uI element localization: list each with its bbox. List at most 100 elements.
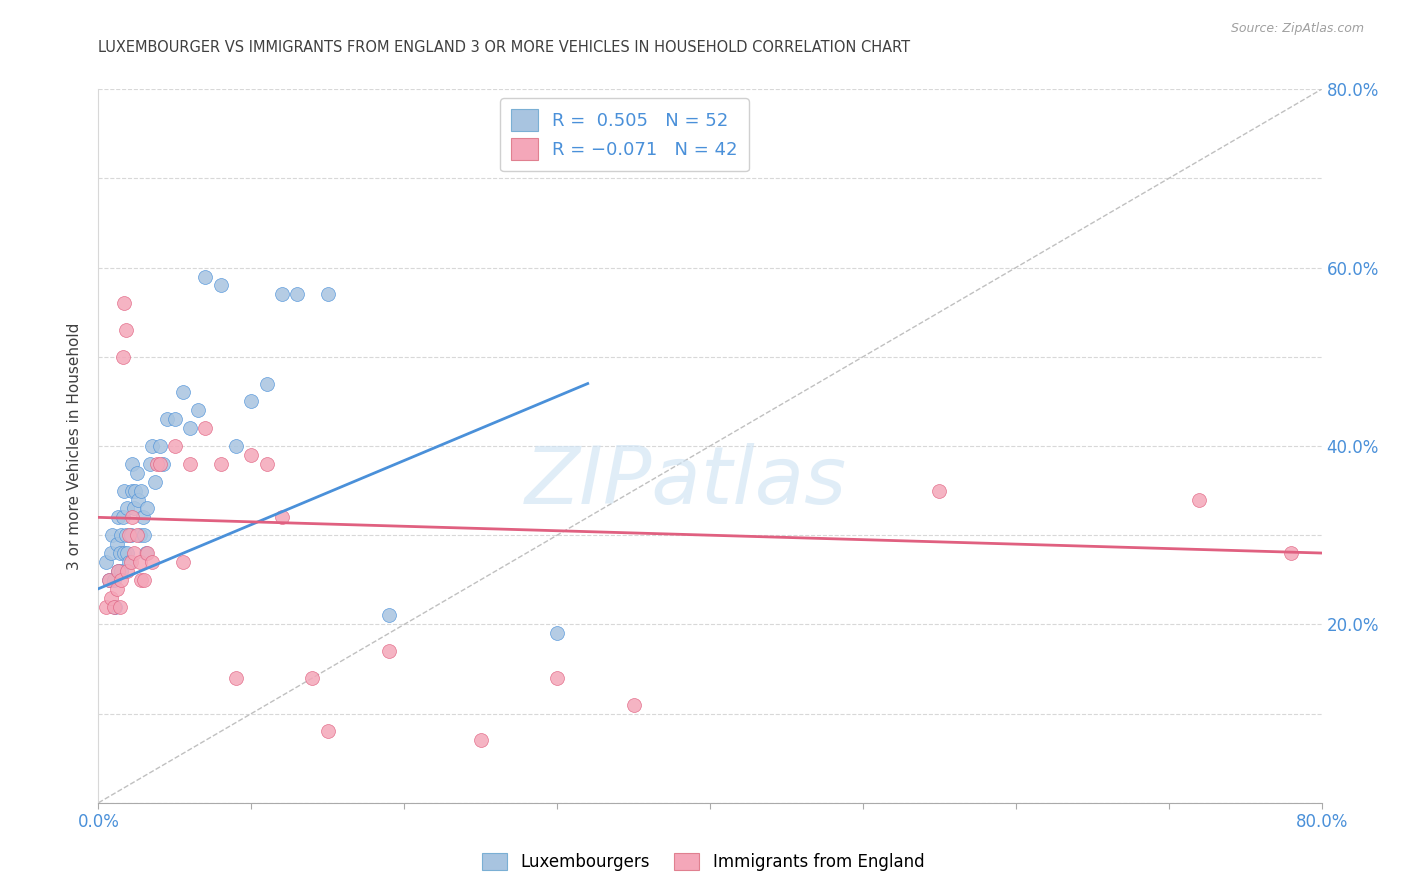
- Point: [928, 483, 950, 498]
- Point: [623, 698, 645, 712]
- Y-axis label: 3 or more Vehicles in Household: 3 or more Vehicles in Household: [67, 322, 83, 570]
- Point: [125, 528, 148, 542]
- Point: [143, 475, 166, 489]
- Legend: R =  0.505   N = 52, R = −0.071   N = 42: R = 0.505 N = 52, R = −0.071 N = 42: [501, 98, 749, 171]
- Point: [117, 501, 139, 516]
- Point: [378, 644, 401, 658]
- Point: [103, 599, 125, 614]
- Text: Source: ZipAtlas.com: Source: ZipAtlas.com: [1230, 22, 1364, 36]
- Point: [187, 403, 209, 417]
- Point: [94, 555, 117, 569]
- Point: [112, 546, 135, 560]
- Point: [470, 733, 492, 747]
- Point: [240, 394, 263, 409]
- Point: [120, 528, 142, 542]
- Point: [127, 492, 149, 507]
- Point: [105, 537, 128, 551]
- Point: [256, 457, 278, 471]
- Text: ZIPatlas: ZIPatlas: [524, 442, 846, 521]
- Point: [134, 573, 156, 587]
- Point: [256, 376, 278, 391]
- Point: [546, 671, 568, 685]
- Point: [115, 323, 138, 337]
- Point: [103, 573, 125, 587]
- Point: [316, 724, 339, 739]
- Point: [145, 457, 167, 471]
- Point: [112, 296, 135, 310]
- Point: [378, 608, 401, 623]
- Point: [132, 510, 155, 524]
- Point: [179, 421, 201, 435]
- Point: [194, 269, 217, 284]
- Point: [135, 546, 157, 560]
- Point: [111, 350, 134, 364]
- Point: [117, 546, 139, 560]
- Point: [129, 573, 152, 587]
- Point: [110, 564, 132, 578]
- Point: [225, 439, 247, 453]
- Point: [110, 528, 132, 542]
- Point: [546, 626, 568, 640]
- Point: [108, 546, 131, 560]
- Legend: Luxembourgers, Immigrants from England: Luxembourgers, Immigrants from England: [474, 845, 932, 880]
- Point: [225, 671, 247, 685]
- Point: [128, 555, 150, 569]
- Point: [121, 483, 143, 498]
- Point: [163, 412, 186, 426]
- Point: [240, 448, 263, 462]
- Point: [111, 510, 134, 524]
- Point: [120, 555, 142, 569]
- Point: [122, 501, 145, 516]
- Point: [301, 671, 323, 685]
- Point: [172, 555, 194, 569]
- Point: [98, 573, 121, 587]
- Point: [172, 385, 194, 400]
- Point: [285, 287, 308, 301]
- Point: [134, 528, 156, 542]
- Point: [149, 439, 172, 453]
- Point: [209, 457, 232, 471]
- Point: [136, 501, 159, 516]
- Point: [105, 582, 128, 596]
- Point: [108, 599, 131, 614]
- Point: [112, 483, 135, 498]
- Point: [194, 421, 217, 435]
- Point: [121, 510, 143, 524]
- Point: [163, 439, 186, 453]
- Point: [100, 591, 122, 605]
- Point: [128, 528, 150, 542]
- Point: [156, 412, 179, 426]
- Point: [101, 528, 124, 542]
- Point: [209, 278, 232, 293]
- Point: [117, 564, 139, 578]
- Point: [94, 599, 117, 614]
- Point: [152, 457, 174, 471]
- Point: [115, 528, 138, 542]
- Point: [118, 528, 141, 542]
- Point: [129, 483, 152, 498]
- Point: [270, 287, 292, 301]
- Point: [107, 564, 129, 578]
- Text: LUXEMBOURGER VS IMMIGRANTS FROM ENGLAND 3 OR MORE VEHICLES IN HOUSEHOLD CORRELAT: LUXEMBOURGER VS IMMIGRANTS FROM ENGLAND …: [98, 40, 911, 55]
- Point: [121, 457, 143, 471]
- Point: [104, 599, 127, 614]
- Point: [1279, 546, 1302, 560]
- Point: [136, 546, 159, 560]
- Point: [107, 564, 129, 578]
- Point: [1188, 492, 1211, 507]
- Point: [316, 287, 339, 301]
- Point: [118, 555, 141, 569]
- Point: [149, 457, 172, 471]
- Point: [141, 439, 163, 453]
- Point: [124, 483, 146, 498]
- Point: [270, 510, 292, 524]
- Point: [125, 466, 148, 480]
- Point: [107, 510, 129, 524]
- Point: [100, 546, 122, 560]
- Point: [141, 555, 163, 569]
- Point: [98, 573, 121, 587]
- Point: [110, 573, 132, 587]
- Point: [122, 546, 145, 560]
- Point: [139, 457, 162, 471]
- Point: [179, 457, 201, 471]
